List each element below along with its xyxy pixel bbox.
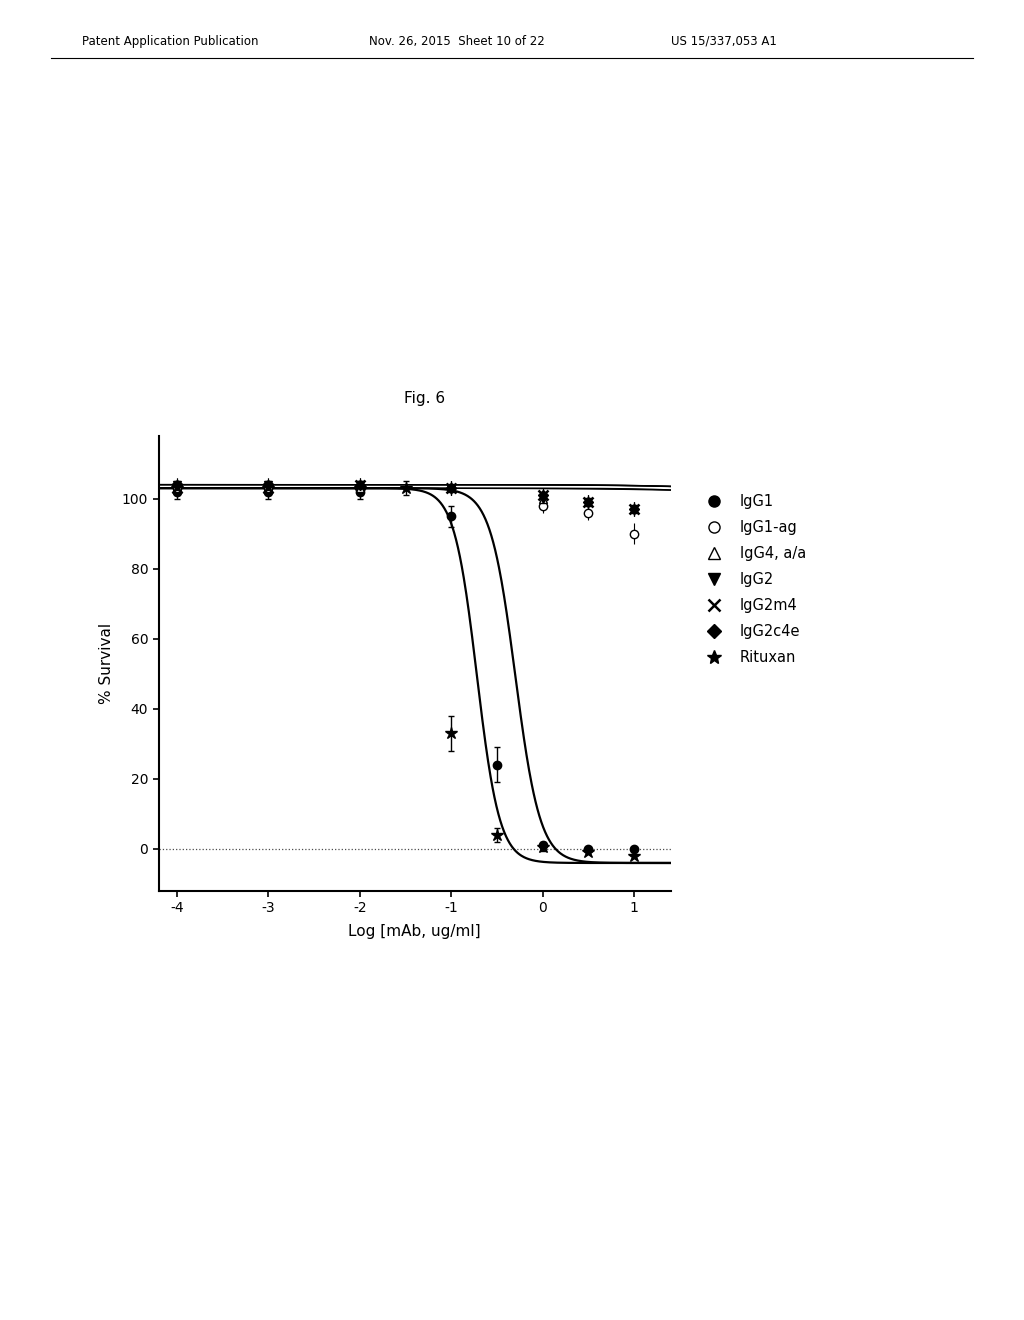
Text: Patent Application Publication: Patent Application Publication (82, 34, 258, 48)
Text: Nov. 26, 2015  Sheet 10 of 22: Nov. 26, 2015 Sheet 10 of 22 (369, 34, 545, 48)
Text: US 15/337,053 A1: US 15/337,053 A1 (671, 34, 776, 48)
Y-axis label: % Survival: % Survival (98, 623, 114, 704)
Legend: IgG1, IgG1-ag, IgG4, a/a, IgG2, IgG2m4, IgG2c4e, Rituxan: IgG1, IgG1-ag, IgG4, a/a, IgG2, IgG2m4, … (693, 488, 812, 671)
X-axis label: Log [mAb, ug/ml]: Log [mAb, ug/ml] (348, 924, 481, 939)
Text: Fig. 6: Fig. 6 (404, 391, 445, 405)
